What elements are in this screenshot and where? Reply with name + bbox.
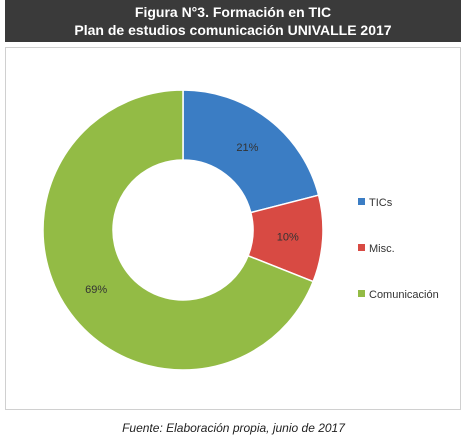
data-label-tics: 21% bbox=[236, 142, 258, 154]
data-label-comunicacin: 69% bbox=[85, 284, 107, 296]
slice-tics bbox=[182, 89, 320, 214]
legend-swatch-misc bbox=[358, 244, 365, 251]
legend-label-comunicacin: Comunicación bbox=[369, 289, 439, 301]
legend-swatch-tics bbox=[358, 198, 365, 205]
slice-comunicacin bbox=[42, 89, 315, 371]
legend-swatch-comunicacin bbox=[358, 290, 365, 297]
data-label-misc: 10% bbox=[277, 232, 299, 244]
figure-title-line2: Plan de estudios comunicación UNIVALLE 2… bbox=[74, 22, 392, 38]
figure-title-line1: Figura N°3. Formación en TIC bbox=[134, 4, 332, 20]
figure-title: Figura N°3. Formación en TIC Plan de est… bbox=[5, 0, 461, 42]
legend-label-tics: TICs bbox=[369, 197, 393, 209]
legend-label-misc: Misc. bbox=[369, 243, 395, 255]
source-caption: Fuente: Elaboración propia, junio de 201… bbox=[122, 421, 345, 435]
